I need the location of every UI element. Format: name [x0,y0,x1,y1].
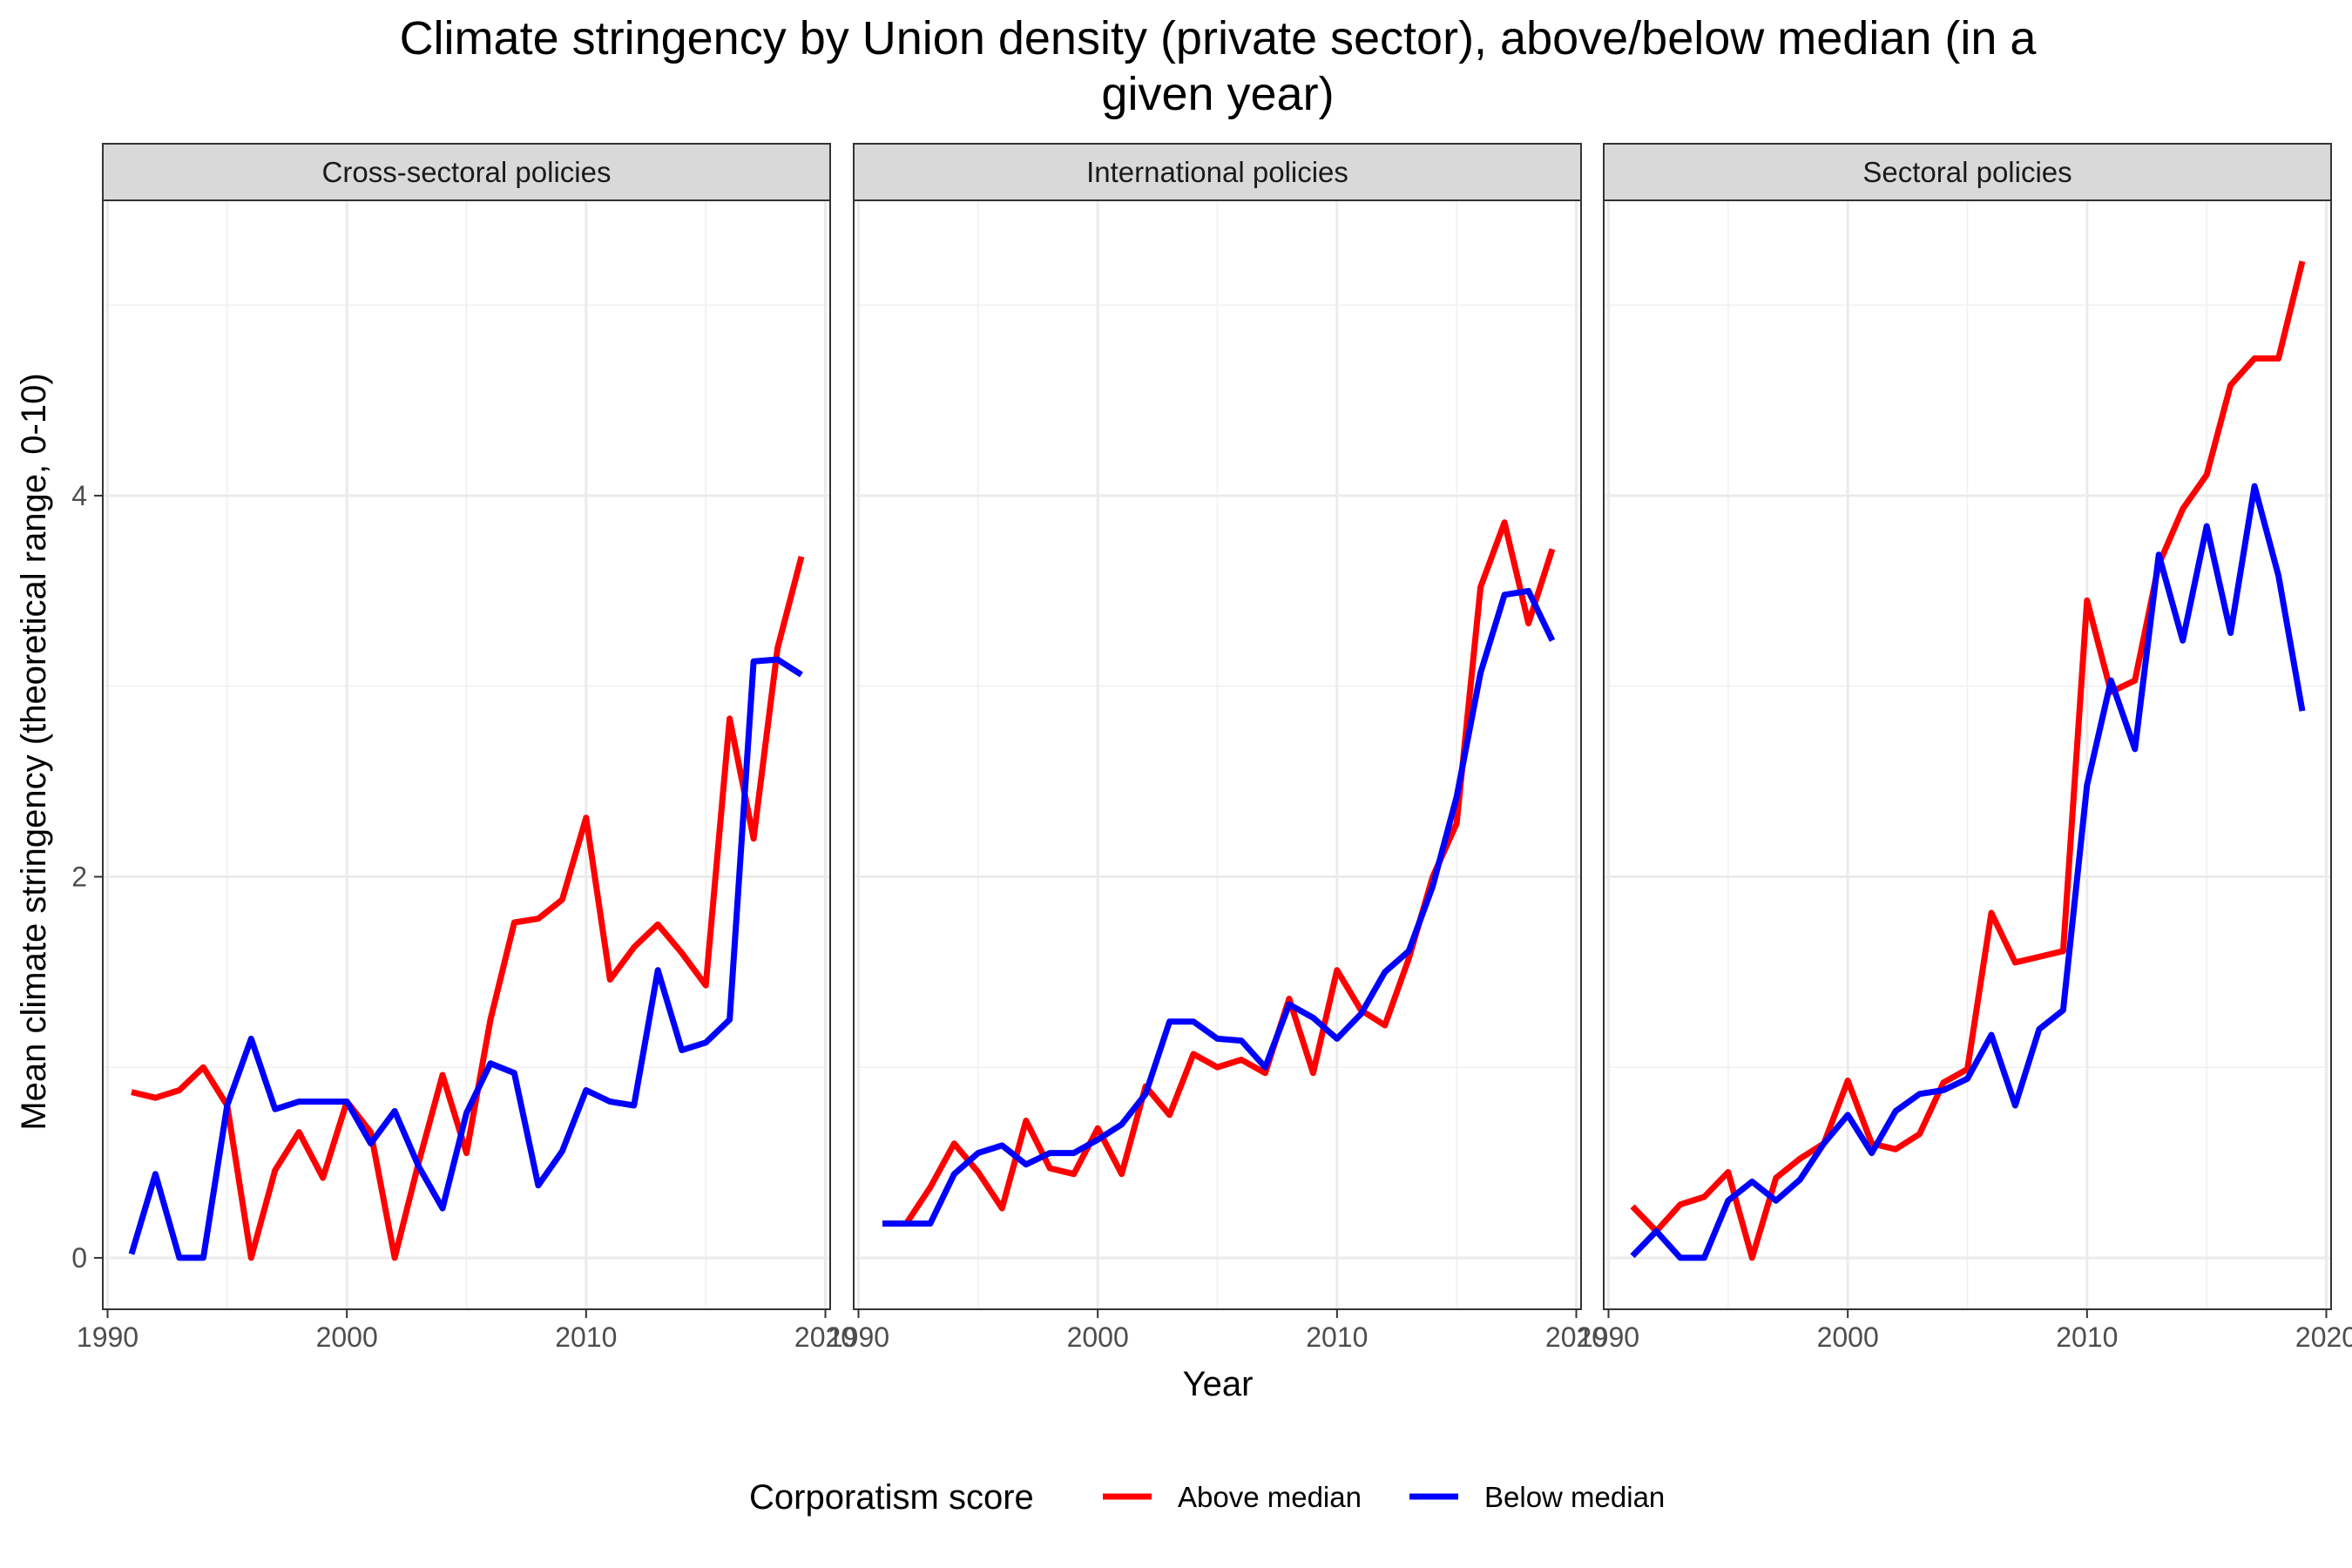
legend: Corporatism score Above median Below med… [749,1478,1665,1517]
chart-title: Climate stringency by Union density (pri… [400,12,2038,120]
panel-international-policies-x-tick-label: 2020 [1545,1321,1607,1353]
x-axis-title: Year [1183,1365,1254,1403]
legend-label-above-median: Above median [1178,1481,1362,1513]
panel-international-policies-x-tick-label: 1990 [828,1321,889,1353]
panel-sectoral-policies-x-tick-label: 1990 [1578,1321,1639,1353]
y-tick-label: 0 [71,1242,87,1274]
panel-international-policies-x-tick-label: 2010 [1306,1321,1368,1353]
chart-title-line-2: given year) [1101,68,1334,120]
panel-international-policies-line-below-median [882,587,1556,1227]
chart-title-line-1: Climate stringency by Union density (pri… [400,12,2038,64]
panel-cross-sectoral-policies: Cross-sectoral policies 1990 2000 2010 2020 0… [71,143,856,1353]
panel-cross-sectoral-policies-x-tick-label: 2020 [794,1321,856,1353]
legend-item-below-median: Below median [1409,1481,1665,1513]
y-tick-label: 4 [71,480,87,511]
panel-sectoral-policies-strip-label: Sectoral policies [1862,156,2072,188]
panel-international-policies-strip [853,143,1582,201]
panel-sectoral-policies-line-below-median [1630,483,2306,1261]
panel-international-policies-x-tick-label: 2000 [1067,1321,1129,1353]
panel-cross-sectoral-policies-x-tick-label: 2010 [555,1321,617,1353]
panel-cross-sectoral-policies-strip [102,143,831,201]
legend-title: Corporatism score [749,1478,1034,1517]
legend-item-above-median: Above median [1103,1481,1362,1513]
legend-label-below-median: Below median [1484,1481,1665,1513]
panel-sectoral-policies-x-tick-label: 2000 [1817,1321,1879,1353]
panel-international-policies-strip-label: International policies [1086,156,1348,188]
panel-sectoral-policies-line-above-median [1630,260,2306,1261]
panel-international-policies: International policies 1990 2000 2010 2020 [828,143,1607,1353]
panel-sectoral-policies: Sectoral policies 1990 2000 2010 2020 [1578,143,2352,1353]
panel-cross-sectoral-policies-x-tick-label: 1990 [77,1321,139,1353]
panel-sectoral-policies-x-tick-label: 2010 [2056,1321,2118,1353]
panel-cross-sectoral-policies-line-above-median [131,556,805,1261]
panel-cross-sectoral-policies-line-below-median [128,656,803,1261]
panel-cross-sectoral-policies-strip-label: Cross-sectoral policies [322,156,612,188]
panel-sectoral-policies-x-tick-label: 2020 [2295,1321,2352,1353]
panel-cross-sectoral-policies-x-tick-label: 2000 [316,1321,378,1353]
panel-sectoral-policies-strip [1603,143,2332,201]
y-tick-label: 2 [71,861,87,892]
y-axis-title: Mean climate stringency (theoretical ran… [15,373,53,1130]
